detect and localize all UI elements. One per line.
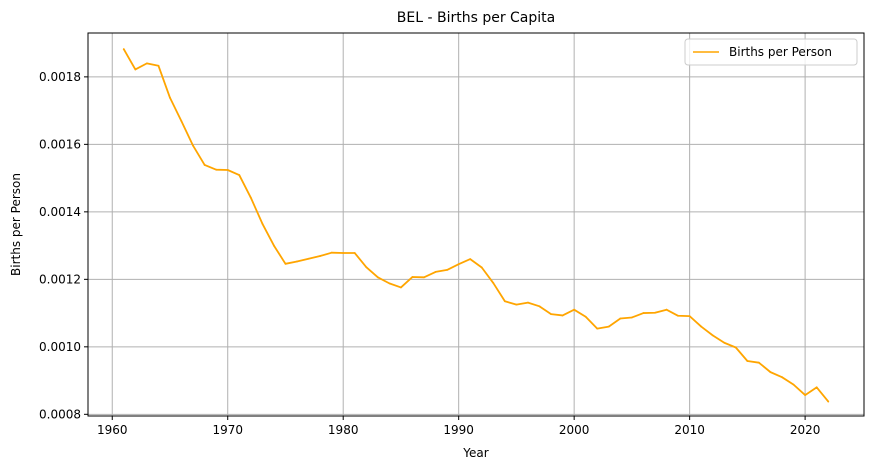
data-point (319, 255, 322, 257)
data-point (342, 252, 345, 254)
data-point (226, 169, 229, 171)
data-point (792, 383, 795, 386)
data-point (411, 276, 414, 278)
ticks: 1960 1970 1980 1990 2000 2010 2020 0.0008 0.0010… (39, 70, 820, 437)
series-line-0 (122, 48, 830, 403)
data-point (688, 315, 691, 318)
data-point (619, 317, 622, 320)
data-point (827, 400, 830, 403)
data-point (711, 334, 714, 337)
data-point (596, 327, 599, 330)
y-tick-label: 0.0012 (39, 272, 81, 286)
data-point (145, 62, 148, 65)
data-point (180, 120, 183, 123)
data-point (515, 303, 518, 306)
data-point (781, 376, 783, 379)
data-point (169, 96, 171, 99)
data-point (723, 341, 726, 344)
x-tick-label: 1990 (443, 423, 474, 437)
data-point (330, 251, 333, 254)
data-point (203, 164, 206, 166)
x-tick-label: 1970 (212, 423, 243, 437)
data-point (296, 260, 298, 263)
data-point (538, 305, 541, 308)
data-point (400, 286, 402, 289)
data-point (134, 68, 137, 71)
data-point (492, 282, 495, 284)
data-point (273, 244, 275, 247)
data-point (284, 262, 287, 265)
x-tick-label: 1960 (97, 423, 128, 437)
data-point (238, 174, 241, 176)
data-point (480, 266, 483, 269)
x-tick-label: 1980 (328, 423, 359, 437)
data-point (365, 266, 368, 269)
data-point (665, 308, 668, 311)
data-point (353, 252, 356, 254)
data-point (376, 276, 379, 279)
data-point (446, 268, 449, 271)
y-tick-label: 0.0016 (39, 137, 81, 151)
data-point (550, 313, 552, 315)
data-point (769, 371, 772, 374)
data-point (527, 301, 529, 304)
data-point (654, 311, 656, 314)
data-point (804, 394, 807, 396)
data-point (700, 325, 703, 328)
data-point (122, 48, 125, 51)
data-point (307, 257, 310, 260)
legend: Births per Person (684, 38, 858, 66)
data-point (261, 222, 264, 225)
data-point (388, 282, 391, 285)
data-point (677, 314, 679, 317)
data-point (249, 196, 252, 199)
data-point (642, 312, 645, 314)
x-tick-label: 2000 (559, 423, 590, 437)
y-tick-label: 0.0008 (39, 407, 81, 421)
x-tick-label: 2020 (790, 423, 821, 437)
data-point (561, 314, 564, 317)
x-axis-label: Year (462, 446, 488, 460)
data-point (157, 64, 160, 67)
x-tick-label: 2010 (674, 423, 705, 437)
data-point (192, 144, 194, 147)
y-axis-label: Births per Person (9, 173, 23, 276)
data-point (630, 316, 633, 319)
y-tick-label: 0.0014 (39, 205, 81, 219)
data-point (815, 386, 818, 389)
chart-title: BEL - Births per Capita (397, 10, 555, 26)
data-point (573, 308, 576, 311)
data-point (457, 263, 460, 266)
data-point (469, 258, 472, 260)
legend-label: Births per Person (729, 45, 832, 59)
y-tick-label: 0.0010 (39, 340, 81, 354)
data-point (503, 300, 506, 303)
y-tick-label: 0.0018 (39, 70, 81, 84)
data-point (607, 325, 610, 328)
data-point (434, 271, 437, 273)
series-group (122, 48, 830, 403)
data-point (758, 361, 760, 364)
data-point (734, 346, 737, 349)
legend-box (684, 38, 858, 66)
plot-frame (87, 32, 865, 417)
data-point (423, 276, 425, 279)
data-point (584, 315, 587, 318)
data-point (215, 168, 218, 171)
grid (88, 33, 864, 416)
data-point (746, 360, 749, 362)
